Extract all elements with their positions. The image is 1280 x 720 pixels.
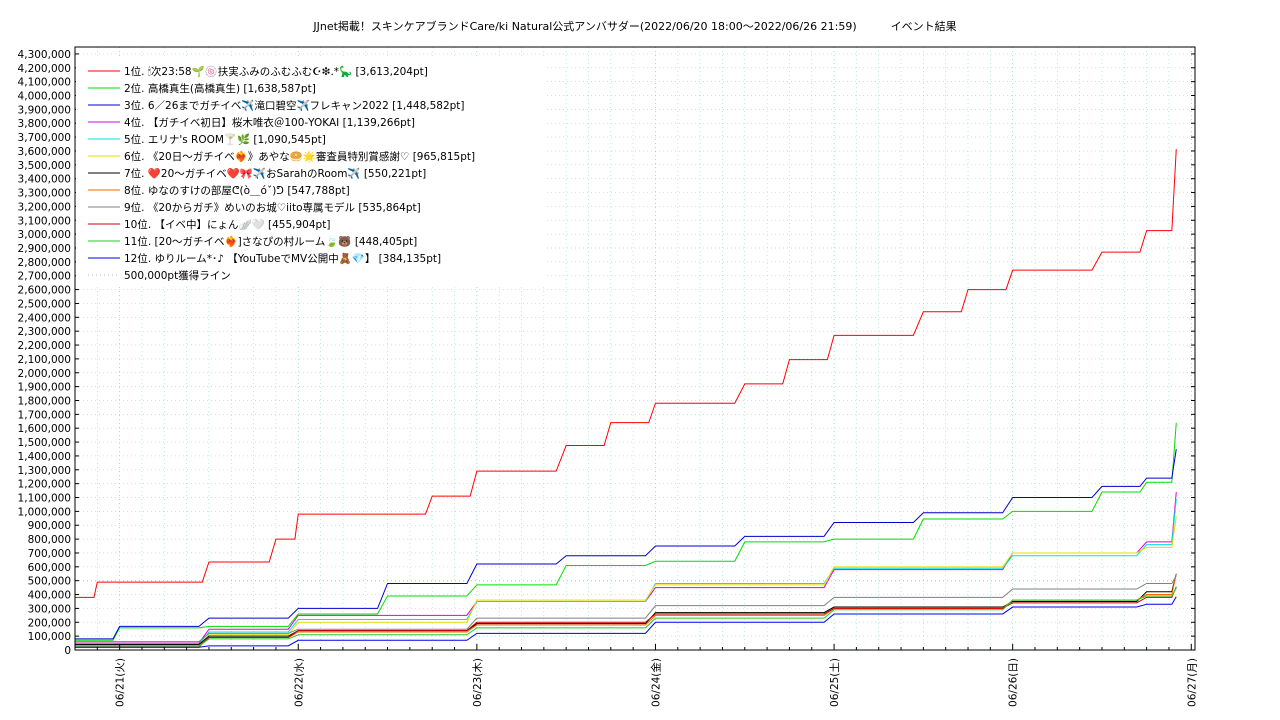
- x-tick-label: 06/26(日): [1008, 658, 1020, 707]
- y-tick-label: 3,700,000: [18, 132, 71, 144]
- y-tick-label: 100,000: [28, 631, 71, 643]
- y-tick-label: 300,000: [28, 603, 71, 615]
- y-tick-label: 3,900,000: [18, 104, 71, 116]
- y-tick-label: 1,200,000: [18, 479, 71, 491]
- y-tick-label: 3,100,000: [18, 215, 71, 227]
- legend-label: 1位. 🕯次23:58🌱🍥扶実ふみのふむふむ☪❇︎.*🦕 [3,613,204p…: [124, 65, 428, 78]
- y-tick-label: 2,100,000: [18, 354, 71, 366]
- y-tick-label: 3,300,000: [18, 188, 71, 200]
- y-tick-label: 1,100,000: [18, 493, 71, 505]
- legend-label: 6位. 《20日〜ガチイベ❤️‍🔥》あやな🥯🌟審査員特別賞感謝♡ [965,81…: [124, 150, 475, 163]
- legend-label: 500,000pt獲得ライン: [124, 269, 231, 282]
- y-tick-label: 4,000,000: [18, 91, 71, 103]
- y-tick-label: 1,900,000: [18, 382, 71, 394]
- y-tick-label: 2,600,000: [18, 285, 71, 297]
- y-tick-label: 700,000: [28, 548, 71, 560]
- legend-label: 10位. 【イベ中】にょん🪽🤍 [455,904pt]: [124, 218, 330, 231]
- series-line: [75, 596, 1177, 648]
- y-tick-label: 2,200,000: [18, 340, 71, 352]
- y-tick-label: 3,000,000: [18, 229, 71, 241]
- y-tick-label: 1,500,000: [18, 437, 71, 449]
- y-tick-label: 4,200,000: [18, 63, 71, 75]
- y-tick-label: 2,900,000: [18, 243, 71, 255]
- chart-subtitle-text: イベント結果: [890, 20, 957, 33]
- y-tick-label: 2,400,000: [18, 312, 71, 324]
- legend-label: 8位. ゆなのすけの部屋ᕦ(ò＿óˇ)ᕤ [547,788pt]: [124, 184, 350, 197]
- legend-label: 7位. ❤️20〜ガチイベ❤️🎀✈️おSarahのRoom✈️ [550,221…: [124, 167, 426, 180]
- y-tick-label: 4,100,000: [18, 77, 71, 89]
- series-line: [75, 498, 1177, 645]
- y-tick-label: 2,700,000: [18, 271, 71, 283]
- y-tick-label: 2,800,000: [18, 257, 71, 269]
- legend-background: [76, 58, 546, 285]
- y-tick-label: 900,000: [28, 520, 71, 532]
- y-tick-label: 0: [64, 645, 71, 657]
- series-line: [75, 587, 1177, 647]
- y-tick-label: 1,800,000: [18, 395, 71, 407]
- x-tick-label: 06/25(土): [828, 658, 841, 707]
- chart-title-text: JJnet掲載！スキンケアブランドCare/ki Natural公式アンバサダー…: [313, 20, 857, 33]
- y-tick-label: 600,000: [28, 562, 71, 574]
- series-line: [75, 516, 1177, 647]
- legend-label: 11位. [20〜ガチイベ❤️‍🔥]さなぴの村ルーム🍃🐻 [448,405pt]: [124, 235, 417, 248]
- x-tick-label: 06/21(火): [115, 658, 127, 707]
- legend-label: 12位. ゆりルーム*･♪ 【YouTubeでMV公開中🧸💎】 [384,135…: [124, 252, 441, 265]
- series-line: [75, 149, 1177, 598]
- series-line: [75, 422, 1177, 641]
- y-tick-label: 3,400,000: [18, 174, 71, 186]
- plot-frame: [74, 46, 1196, 651]
- y-tick-label: 4,300,000: [18, 49, 71, 61]
- legend-label: 4位. 【ガチイベ初日】桜木唯衣＠100-YOKAI [1,139,266pt]: [124, 116, 415, 129]
- y-tick-label: 2,000,000: [18, 368, 71, 380]
- y-tick-label: 500,000: [28, 576, 71, 588]
- legend: 1位. 🕯次23:58🌱🍥扶実ふみのふむふむ☪❇︎.*🦕 [3,613,204p…: [76, 58, 546, 285]
- series-line: [75, 586, 1177, 647]
- chart-title: JJnet掲載！スキンケアブランドCare/ki Natural公式アンバサダー…: [0, 18, 1270, 34]
- x-tick-label: 06/27(月): [1186, 658, 1198, 707]
- y-tick-label: 800,000: [28, 534, 71, 546]
- y-tick-label: 1,400,000: [18, 451, 71, 463]
- y-tick-label: 3,600,000: [18, 146, 71, 158]
- series-lines: [75, 149, 1177, 648]
- legend-label: 3位. 6／26までガチイベ✈️滝口碧空✈️フレキャン2022 [1,448,5…: [124, 99, 465, 112]
- y-tick-label: 3,200,000: [18, 201, 71, 213]
- y-tick-label: 2,500,000: [18, 298, 71, 310]
- series-line: [75, 449, 1177, 640]
- y-tick-label: 400,000: [28, 590, 71, 602]
- y-tick-label: 1,700,000: [18, 409, 71, 421]
- legend-label: 5位. エリナ's ROOM🍸🌿 [1,090,545pt]: [124, 133, 326, 146]
- x-tick-label: 06/22(水): [293, 658, 305, 707]
- y-tick-label: 200,000: [28, 617, 71, 629]
- y-tick-label: 1,600,000: [18, 423, 71, 435]
- legend-label: 9位. 《20からガチ》めいのお城♡iito専属モデル [535,864pt]: [124, 201, 421, 214]
- series-line: [75, 575, 1177, 643]
- y-tick-label: 1,000,000: [18, 506, 71, 518]
- y-tick-label: 1,300,000: [18, 465, 71, 477]
- y-tick-label: 3,500,000: [18, 160, 71, 172]
- legend-label: 2位. 高橋真生(高橋真生) [1,638,587pt]: [124, 82, 316, 95]
- y-tick-label: 2,300,000: [18, 326, 71, 338]
- y-tick-label: 3,800,000: [18, 118, 71, 130]
- series-line: [75, 492, 1177, 644]
- x-tick-label: 06/24(金): [649, 658, 662, 707]
- x-tick-label: 06/23(木): [472, 658, 484, 707]
